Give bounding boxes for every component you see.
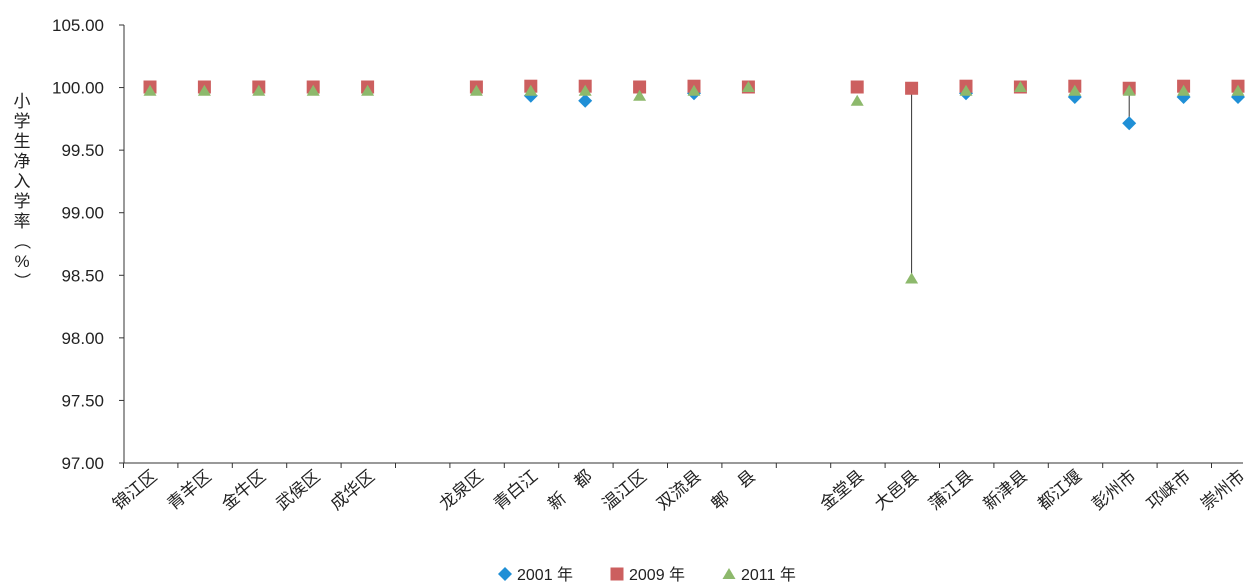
x-tick-label: 青羊区 xyxy=(164,467,215,514)
x-tick-label: 邛崃市 xyxy=(1143,467,1194,514)
x-tick-label: 新 都 xyxy=(544,467,595,514)
data-point xyxy=(1122,116,1137,131)
x-tick-label: 蒲江县 xyxy=(925,467,976,514)
y-axis-label-char: 入 xyxy=(14,172,31,191)
data-point xyxy=(905,81,919,95)
y-tick-label: 99.50 xyxy=(61,141,104,160)
data-point xyxy=(1068,84,1082,96)
y-axis-label-char: ） xyxy=(12,273,31,290)
y-axis: 105.00 100.00 99.50 99.00 98.50 98.00 97.50 97.… xyxy=(52,16,125,473)
x-tick-label: 大邑县 xyxy=(871,467,922,514)
y-tick-label: 98.00 xyxy=(61,329,104,348)
legend: 2001 年 2009 年 2011 年 xyxy=(498,566,796,583)
data-point xyxy=(1177,84,1191,96)
data-point xyxy=(633,89,647,101)
y-axis-label-char: 净 xyxy=(14,152,31,171)
data-point xyxy=(306,84,320,96)
legend-label: 2009 年 xyxy=(629,566,685,583)
y-axis-label-char: （ xyxy=(12,233,31,250)
y-axis-label-char: % xyxy=(14,252,29,271)
x-tick-label: 崇州市 xyxy=(1197,467,1245,514)
legend-marker xyxy=(498,567,512,581)
data-point xyxy=(741,81,755,92)
data-points xyxy=(143,79,1245,284)
y-tick-label: 98.50 xyxy=(61,266,104,285)
legend-label: 2001 年 xyxy=(517,566,573,583)
x-tick-label: 龙泉区 xyxy=(436,467,487,514)
data-point xyxy=(578,93,593,108)
data-point xyxy=(959,84,973,96)
y-tick-label: 105.00 xyxy=(52,16,104,35)
data-point xyxy=(850,94,864,106)
data-point xyxy=(197,84,211,96)
data-point xyxy=(524,84,538,96)
y-axis-label-char: 学 xyxy=(14,192,31,211)
x-tick-label: 金堂县 xyxy=(816,467,867,514)
x-tick-label: 彭州市 xyxy=(1088,467,1139,514)
drop-lines xyxy=(911,88,1130,279)
data-point xyxy=(469,84,483,96)
x-axis: 锦江区 青羊区 金牛区 武侯区 成华区 龙泉区 青白江新 都温江区 双流县郫 县 金堂县 大邑县蒲… xyxy=(109,462,1245,514)
data-point xyxy=(1122,84,1136,96)
y-axis-label-char: 小 xyxy=(14,92,31,111)
y-tick-label: 100.00 xyxy=(52,79,104,98)
y-axis-label-char: 生 xyxy=(14,132,31,151)
data-point xyxy=(1013,81,1027,92)
legend-label: 2011 年 xyxy=(741,566,796,583)
x-tick-label: 都江堰 xyxy=(1034,467,1085,514)
data-point xyxy=(143,84,157,96)
x-tick-label: 武侯区 xyxy=(272,467,323,514)
data-point xyxy=(687,84,701,96)
data-point xyxy=(578,84,592,96)
x-tick-label: 成华区 xyxy=(327,467,378,514)
y-tick-label: 97.00 xyxy=(61,454,104,473)
x-tick-label: 新津县 xyxy=(980,467,1031,514)
data-point xyxy=(252,84,266,96)
legend-marker xyxy=(722,568,736,579)
x-tick-label: 双流县 xyxy=(653,467,704,514)
y-axis-label-char: 学 xyxy=(14,112,31,131)
x-tick-label: 青白江 xyxy=(490,467,541,514)
y-tick-label: 97.50 xyxy=(61,391,104,410)
data-point xyxy=(633,80,647,94)
legend-marker xyxy=(610,567,624,581)
x-tick-label: 金牛区 xyxy=(218,467,269,514)
y-axis-label-char: 率 xyxy=(14,212,31,231)
data-point xyxy=(905,272,919,284)
x-tick-label: 锦江区 xyxy=(109,467,160,514)
data-point xyxy=(1231,84,1245,96)
x-tick-label: 温江区 xyxy=(599,467,650,514)
y-tick-label: 99.00 xyxy=(61,204,104,223)
x-tick-label: 郫 县 xyxy=(708,467,759,514)
data-point xyxy=(850,80,864,94)
data-point xyxy=(361,84,375,96)
